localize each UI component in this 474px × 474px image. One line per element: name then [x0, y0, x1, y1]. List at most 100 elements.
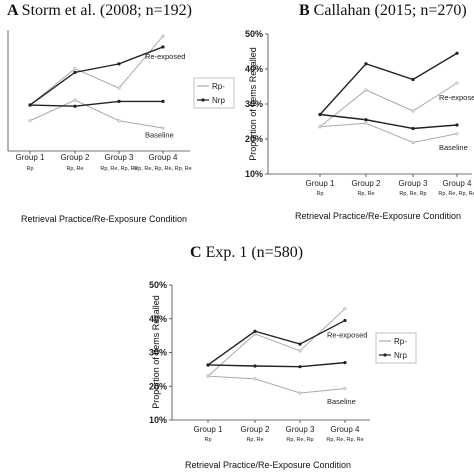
y-tick-label: 50% [245, 29, 263, 39]
x-tick-sublabel: Rp, Re, Rp, Re [438, 191, 474, 197]
y-tick-label: 30% [245, 99, 263, 109]
data-point [117, 99, 121, 103]
annotation-label: Re-exposed [327, 330, 367, 339]
series-line [319, 122, 458, 144]
panel-letter: A [7, 2, 22, 19]
data-point [343, 361, 347, 365]
panel-title: A Storm et al. (2008; n=192) [7, 2, 192, 19]
series-rp-reexposed [318, 81, 459, 129]
x-tick-sublabel: Rp, Re, Rp [286, 437, 313, 443]
series-line [29, 35, 164, 106]
data-point [117, 119, 121, 123]
data-point [364, 121, 368, 125]
y-tick-label: 50% [149, 280, 167, 290]
data-point [343, 307, 347, 311]
series-line [29, 100, 163, 107]
series-nrp-reexposed [318, 51, 459, 117]
data-point [343, 318, 347, 323]
x-tick-sublabel: Rp, Re, Rp, Re [100, 166, 137, 172]
legend-entry: Rp- [394, 337, 407, 346]
series-line [207, 375, 346, 394]
series-line [207, 308, 346, 377]
data-point [28, 103, 32, 107]
legend-marker [201, 98, 205, 102]
x-axis-label: Retrieval Practice/Re-Exposure Condition [21, 214, 187, 224]
data-point [117, 86, 121, 90]
panel-title-text: Exp. 1 (n=580) [206, 244, 303, 261]
data-point [28, 119, 32, 123]
data-point [161, 126, 165, 130]
data-point [73, 104, 77, 108]
x-tick-sublabel: Rp, Re [246, 437, 263, 443]
series-nrp-baseline [318, 112, 459, 131]
series-rp-reexposed [28, 34, 165, 107]
data-point [253, 364, 257, 368]
data-point [206, 363, 210, 367]
y-axis-label: Proportion of Items Recalled [248, 47, 258, 161]
data-point [73, 70, 77, 74]
y-tick-label: 30% [149, 348, 167, 358]
data-point [73, 98, 77, 102]
legend-entry: Rp- [212, 82, 225, 91]
panel-a: A Storm et al. (2008; n=192) Group 1 Rp Gro… [7, 2, 235, 224]
data-point [206, 374, 210, 378]
legend-entry: Nrp [212, 96, 225, 105]
legend: Rp- Nrp [193, 77, 235, 109]
data-point [253, 377, 257, 381]
data-point [298, 391, 302, 395]
series-rp-baseline [318, 121, 459, 145]
series-nrp-baseline [206, 361, 347, 369]
series-rp-baseline [206, 374, 347, 395]
y-tick-label: 20% [149, 381, 167, 391]
x-tick-sublabel: Rp [26, 166, 33, 172]
x-tick-sublabel: Rp [204, 437, 211, 443]
data-point [298, 342, 302, 346]
data-point [298, 349, 302, 353]
data-point [117, 62, 121, 66]
data-point [253, 329, 257, 333]
legend: Rp- Nrp [375, 332, 417, 364]
series-line [29, 46, 164, 106]
legend-box [193, 77, 235, 109]
data-point [161, 34, 165, 38]
x-tick-label: Group 1 [194, 425, 223, 434]
data-point [364, 62, 368, 66]
x-tick-label: Group 4 [149, 153, 178, 162]
data-point [73, 67, 77, 71]
series-line [29, 99, 164, 129]
x-axis-label: Retrieval Practice/Re-Exposure Condition [185, 460, 351, 470]
x-tick-label: Group 2 [352, 179, 381, 188]
x-tick-sublabel: Rp, Re [357, 191, 374, 197]
y-tick-label: 10% [245, 169, 263, 179]
data-point [455, 51, 459, 55]
x-tick-label: Group 1 [306, 179, 335, 188]
x-tick-sublabel: Rp, Re, Rp [399, 191, 426, 197]
data-point [343, 387, 347, 391]
y-tick-label: 40% [245, 64, 263, 74]
x-tick-sublabel: Rp [316, 191, 323, 197]
x-tick-label: Group 3 [105, 153, 134, 162]
x-tick-label: Group 3 [286, 425, 315, 434]
x-axis-label: Retrieval Practice/Re-Exposure Condition [295, 211, 461, 221]
series-line [319, 82, 458, 128]
y-tick-label: 20% [245, 134, 263, 144]
series-nrp-reexposed [206, 318, 347, 367]
panel-letter: C [190, 244, 206, 261]
x-tick-label: Group 2 [61, 153, 90, 162]
legend-entry: Nrp [394, 351, 407, 360]
series-line [207, 361, 346, 368]
annotation-label: Baseline [327, 397, 356, 406]
series-line [319, 52, 458, 115]
data-point [364, 118, 368, 122]
x-tick-sublabel: Rp, Re [66, 166, 83, 172]
annotation-label: Re-exposed [439, 93, 474, 102]
panel-c: C Exp. 1 (n=580) 10% 20% 30% 40% 50% Proportio… [149, 244, 417, 470]
data-point [411, 77, 415, 82]
series-nrp-baseline [28, 99, 165, 108]
annotation-label: Baseline [439, 143, 468, 152]
panel-title-text: Storm et al. (2008; n=192) [22, 2, 192, 19]
legend-marker [383, 353, 387, 357]
legend-box [375, 332, 417, 364]
data-point [411, 140, 415, 145]
